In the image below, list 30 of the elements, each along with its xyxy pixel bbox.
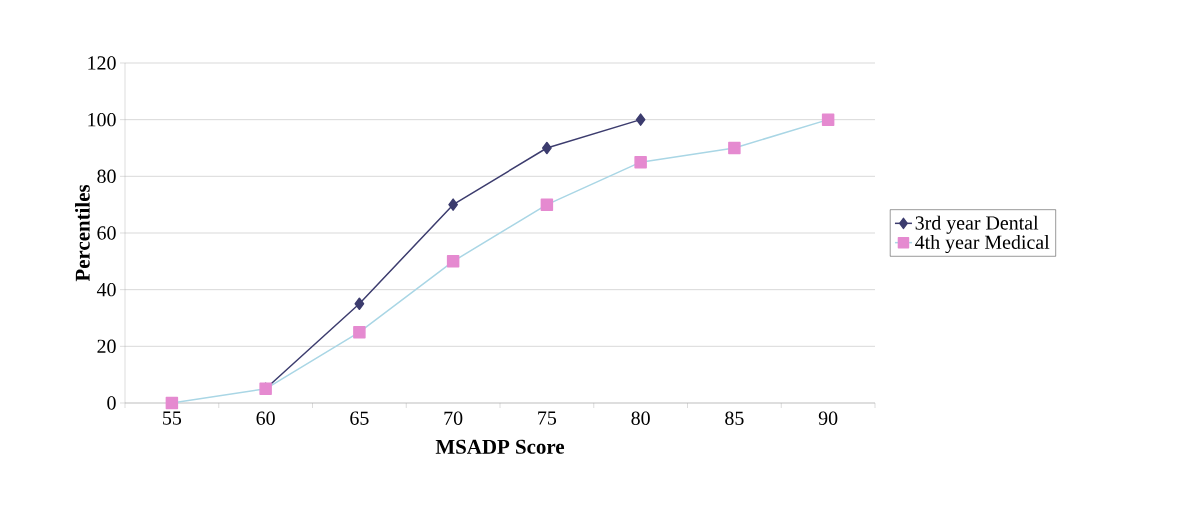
x-tick-label: 60 xyxy=(256,411,275,425)
x-tick-label: 80 xyxy=(631,411,650,425)
point xyxy=(448,198,459,211)
x-tick-label: 55 xyxy=(163,411,182,425)
point xyxy=(634,155,647,169)
legend-label: 4th year Medical xyxy=(915,234,1050,254)
x-axis-title: MSADP Score xyxy=(435,439,565,454)
point xyxy=(635,113,646,126)
x-tick-label: 65 xyxy=(350,411,369,425)
y-tick-label: 60 xyxy=(97,226,116,240)
point xyxy=(540,198,554,211)
x-tick-label: 75 xyxy=(538,411,557,425)
legend-label: 3rd year Dental xyxy=(915,215,1039,234)
x-tick-label: 85 xyxy=(725,411,744,425)
point xyxy=(354,297,365,311)
point xyxy=(165,396,179,410)
y-tick-label: 80 xyxy=(97,169,116,184)
point xyxy=(446,255,460,268)
x-tick-label: 90 xyxy=(818,411,838,425)
y-axis-title: Percentiles xyxy=(75,184,90,282)
x-tick-label: 70 xyxy=(444,411,463,425)
y-tick-label: 0 xyxy=(107,396,116,410)
y-tick-label: 20 xyxy=(97,339,116,354)
point xyxy=(542,141,552,155)
y-tick-label: 120 xyxy=(88,56,116,70)
y-tick-label: 100 xyxy=(88,112,116,127)
point xyxy=(821,113,835,126)
point xyxy=(728,141,741,155)
point xyxy=(353,325,366,339)
y-tick-label: 40 xyxy=(96,282,116,297)
